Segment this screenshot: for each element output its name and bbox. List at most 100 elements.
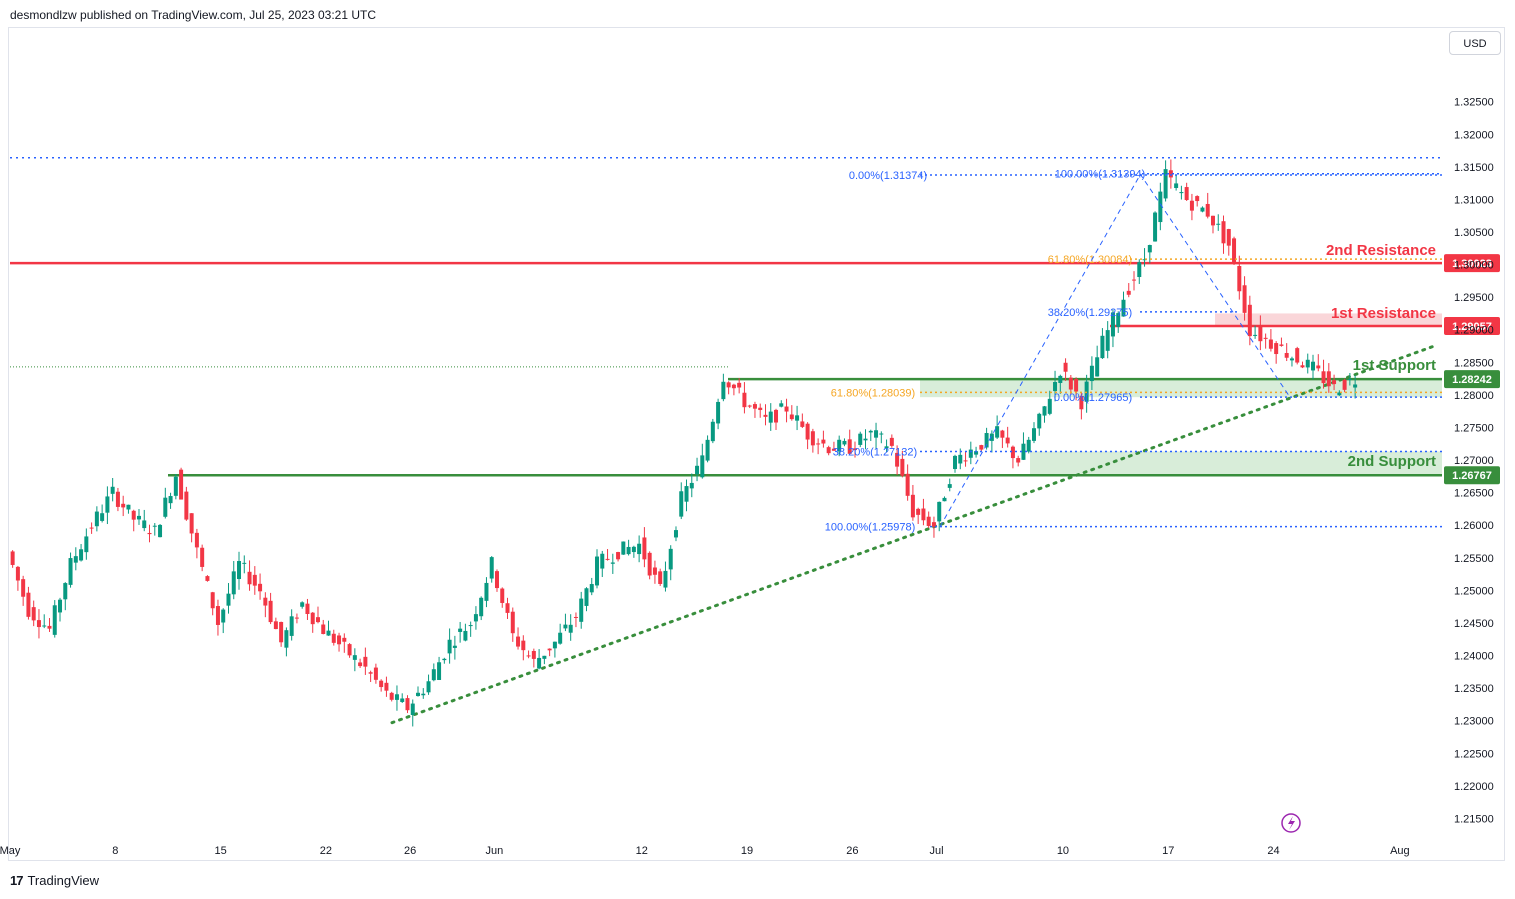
candle-body (484, 582, 489, 601)
y-tick-label: 1.25500 (1454, 553, 1494, 565)
candle-body (610, 562, 615, 564)
candle-body (1305, 359, 1310, 368)
candle-body (831, 448, 836, 451)
candle-body (795, 415, 800, 421)
candle-body (631, 546, 636, 553)
candle-body (42, 625, 47, 627)
trendline-layer (390, 343, 1438, 725)
candle-body (1132, 279, 1137, 281)
footer-brand[interactable]: 17 TradingView (10, 873, 99, 888)
candle-body (558, 632, 563, 644)
x-tick-label: Jul (930, 845, 944, 857)
candle-body (821, 439, 826, 444)
candle-body (552, 641, 557, 649)
candle-body (1295, 348, 1300, 363)
candle-body (437, 662, 442, 680)
candle-body (15, 566, 20, 581)
candle-body (647, 552, 652, 576)
candle-body (953, 455, 958, 470)
candle-body (695, 465, 700, 475)
candle-body (247, 571, 252, 585)
candle-body (1284, 352, 1289, 358)
x-tick-label: 10 (1057, 845, 1069, 857)
price-tag-label: 1.29057 (1452, 321, 1492, 333)
candle-body (489, 557, 494, 579)
candle-body (126, 504, 131, 510)
candle-body (900, 458, 905, 476)
candle-body (742, 392, 747, 408)
candle-body (1258, 326, 1263, 342)
y-tick-label: 1.21500 (1454, 813, 1494, 825)
candle-body (868, 430, 873, 433)
candle-body (163, 497, 168, 517)
candle-body (1010, 446, 1015, 459)
currency-button[interactable]: USD (1449, 31, 1501, 55)
candle-body (268, 600, 273, 623)
candle-body (368, 672, 373, 674)
candle-body (384, 682, 389, 691)
candle-body (1179, 192, 1184, 194)
candle-body (1095, 357, 1100, 377)
candle-body (1005, 437, 1010, 444)
candle-body (1195, 196, 1200, 202)
candle-body (1210, 215, 1215, 226)
candle-body (710, 421, 715, 442)
candle-body (763, 414, 768, 417)
candle-body (589, 584, 594, 593)
candle-body (1311, 361, 1316, 371)
candle-body (837, 439, 842, 452)
fib-swing-down (1139, 173, 1291, 398)
candle-body (494, 571, 499, 589)
candle-body (473, 614, 478, 622)
candle-body (931, 522, 936, 527)
candle-body (958, 454, 963, 464)
candle-body (279, 621, 284, 643)
fib-label: 100.00%(1.31394) (1055, 169, 1146, 181)
candle-body (36, 620, 41, 628)
y-axis: 1.32500 1.32000 1.31500 1.31000 1.30500 1.300… (1454, 97, 1494, 826)
candle-body (863, 438, 868, 441)
candle-body (379, 680, 384, 688)
candle-body (1232, 238, 1237, 263)
candle-body (231, 571, 236, 595)
candle-body (389, 692, 394, 700)
candle-body (626, 546, 631, 555)
candle-body (421, 693, 426, 696)
candle-body (637, 543, 642, 555)
candle-body (373, 667, 378, 680)
fib-label: 38.20%(1.27132) (833, 446, 917, 458)
candle-body (1026, 439, 1031, 452)
candle-body (305, 603, 310, 614)
lightning-icon[interactable] (1281, 813, 1301, 833)
annotation-layer: 2nd Resistance 1st Resistance 1st Support 2… (1326, 242, 1436, 470)
fib-label: 0.00%(1.31374) (849, 170, 927, 182)
candle-body (984, 433, 989, 448)
y-tick-label: 1.31000 (1454, 194, 1494, 206)
candle-body (1031, 428, 1036, 441)
x-tick-label: 15 (214, 845, 226, 857)
ascending-trendline (390, 343, 1438, 725)
y-tick-label: 1.22500 (1454, 748, 1494, 760)
chart-frame (8, 27, 1505, 861)
candle-body (547, 648, 552, 651)
fib-label: 0.00%(1.27965) (1054, 392, 1132, 404)
levels-layer: 1.30023 1.29057 1.28242 1.26767 (10, 156, 1500, 485)
candle-body (416, 692, 421, 697)
candle-body (595, 556, 600, 586)
candle-body (510, 611, 515, 634)
candle-body (689, 482, 694, 489)
y-tick-label: 1.27500 (1454, 422, 1494, 434)
candle-body (131, 510, 136, 520)
candle-body (205, 576, 210, 581)
price-tag (1444, 317, 1500, 336)
candle-body (684, 486, 689, 502)
candle-body (300, 602, 305, 607)
candle-body (921, 508, 926, 521)
candle-body (910, 494, 915, 518)
y-tick-label: 1.23500 (1454, 683, 1494, 695)
candle-body (700, 455, 705, 478)
candle-body (221, 609, 226, 623)
candle-body (573, 616, 578, 618)
candle-body (21, 579, 26, 597)
